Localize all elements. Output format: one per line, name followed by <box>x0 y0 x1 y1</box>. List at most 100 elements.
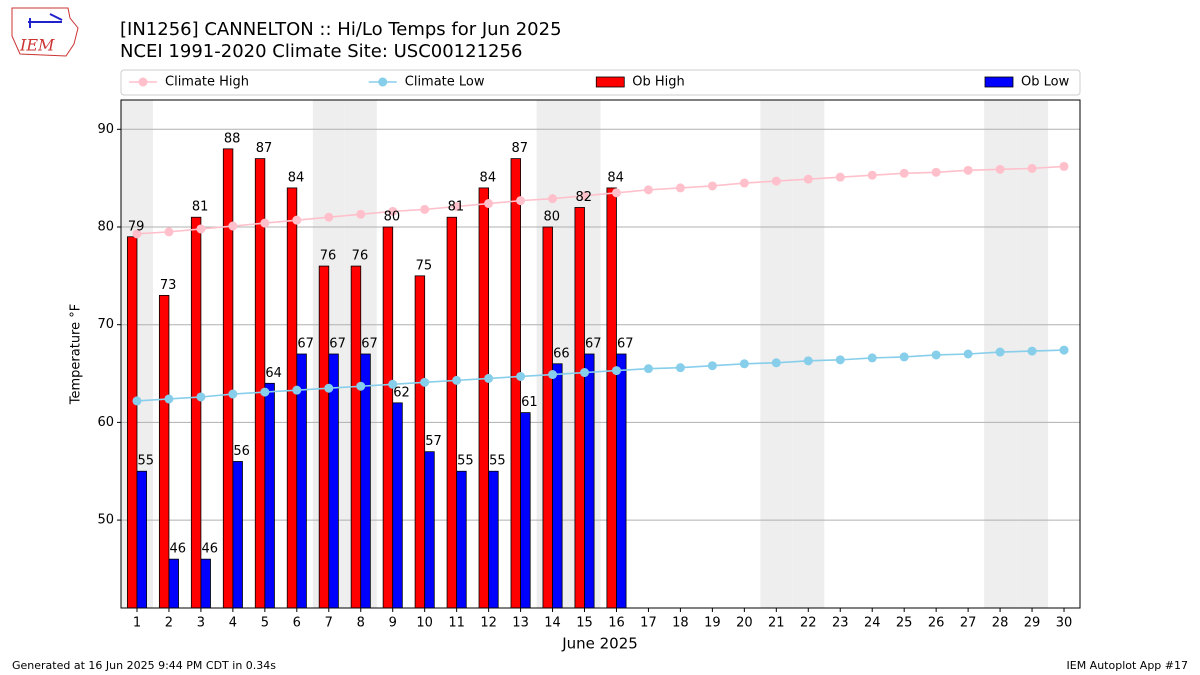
line-marker <box>548 194 558 204</box>
data-label: 75 <box>416 258 433 273</box>
line-marker <box>835 355 845 365</box>
data-label: 46 <box>169 542 186 557</box>
line-marker <box>643 185 653 195</box>
x-tick-label: 24 <box>864 616 881 631</box>
line-marker <box>1027 346 1037 356</box>
x-tick-label: 2 <box>165 616 173 631</box>
line-marker <box>899 352 909 362</box>
bar <box>414 275 426 609</box>
data-label: 55 <box>489 454 506 469</box>
bar <box>136 470 147 609</box>
line-marker <box>164 394 174 404</box>
legend-label: Ob High <box>632 75 685 90</box>
line-marker <box>675 183 685 193</box>
line-marker <box>548 370 558 380</box>
x-tick-label: 10 <box>416 616 433 631</box>
data-label: 46 <box>201 542 218 557</box>
data-label: 67 <box>361 337 378 352</box>
weekend-shade <box>760 100 793 608</box>
y-axis-label: Temperature °F <box>69 304 84 405</box>
data-label: 84 <box>607 170 624 185</box>
line-marker <box>196 392 206 402</box>
data-label: 79 <box>128 219 145 234</box>
x-tick-label: 28 <box>992 616 1009 631</box>
line-marker <box>963 349 973 359</box>
x-tick-label: 27 <box>960 616 977 631</box>
line-marker <box>324 212 334 222</box>
line-marker <box>675 363 685 373</box>
data-label: 57 <box>425 434 442 449</box>
x-tick-label: 7 <box>325 616 333 631</box>
bar <box>318 265 330 609</box>
bar <box>542 226 553 609</box>
bar <box>616 353 627 609</box>
x-tick-label: 18 <box>672 616 689 631</box>
data-label: 67 <box>585 337 602 352</box>
data-label: 81 <box>448 200 465 215</box>
x-tick-label: 6 <box>293 616 301 631</box>
chart-title: [IN1256] CANNELTON :: Hi/Lo Temps for Ju… <box>120 19 562 40</box>
line-marker <box>739 359 749 369</box>
bar <box>232 461 243 609</box>
line-marker <box>771 358 781 368</box>
y-tick-label: 70 <box>97 317 114 332</box>
bar <box>360 353 371 609</box>
logo: IEM <box>11 7 79 57</box>
x-tick-label: 12 <box>480 616 497 631</box>
line-marker <box>420 377 430 387</box>
data-label: 55 <box>457 454 474 469</box>
footer-left: Generated at 16 Jun 2025 9:44 PM CDT in … <box>12 659 276 672</box>
line-marker <box>1059 161 1069 171</box>
data-label: 64 <box>265 366 282 381</box>
data-label: 80 <box>543 210 560 225</box>
data-label: 81 <box>192 200 209 215</box>
bar <box>478 187 490 609</box>
x-tick-label: 25 <box>896 616 913 631</box>
bar <box>286 187 298 609</box>
line-marker <box>931 167 941 177</box>
line-marker <box>292 215 302 225</box>
y-tick-label: 90 <box>97 122 114 137</box>
bar <box>510 158 521 609</box>
line-marker <box>867 353 877 363</box>
bar <box>168 558 179 609</box>
x-tick-label: 1 <box>133 616 141 631</box>
legend-swatch <box>984 76 1014 88</box>
legend-label: Ob Low <box>1021 75 1070 90</box>
line-marker <box>356 381 366 391</box>
x-tick-label: 17 <box>640 616 657 631</box>
legend-swatch <box>138 77 148 87</box>
bar <box>574 207 585 609</box>
x-tick-label: 9 <box>389 616 397 631</box>
data-label: 73 <box>160 278 177 293</box>
line-marker <box>484 199 494 209</box>
data-label: 67 <box>617 337 634 352</box>
x-axis-label: June 2025 <box>561 635 638 653</box>
data-label: 67 <box>297 337 314 352</box>
bar <box>520 412 531 609</box>
data-label: 87 <box>256 141 273 156</box>
line-marker <box>452 201 462 211</box>
data-label: 61 <box>521 395 538 410</box>
data-label: 82 <box>575 190 592 205</box>
x-tick-label: 16 <box>608 616 625 631</box>
bar <box>350 265 362 609</box>
line-marker <box>995 347 1005 357</box>
logo-text: IEM <box>19 36 55 55</box>
line-marker <box>132 396 142 406</box>
bar <box>446 216 458 609</box>
line-marker <box>516 371 526 381</box>
line-marker <box>803 356 813 366</box>
data-label: 84 <box>480 170 497 185</box>
line-marker <box>484 373 494 383</box>
y-tick-label: 50 <box>97 513 114 528</box>
line-marker <box>995 164 1005 174</box>
x-tick-label: 5 <box>261 616 269 631</box>
bar <box>606 187 617 609</box>
x-tick-label: 15 <box>576 616 593 631</box>
line-marker <box>643 364 653 374</box>
legend-swatch <box>378 77 388 87</box>
line-marker <box>228 389 238 399</box>
line-marker <box>196 224 206 234</box>
